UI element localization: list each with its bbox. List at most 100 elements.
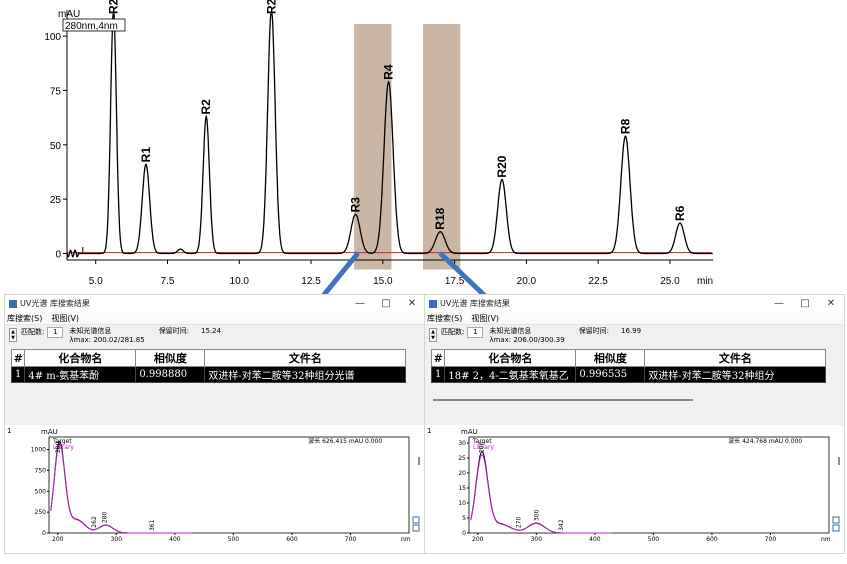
menu-library-search[interactable]: 库搜索(S) — [427, 313, 463, 323]
peak-labels: R21 R1 R2 R25 R3 R4 R18 R20 R8 R6 — [107, 0, 687, 230]
x-tick-label: 15.0 — [373, 276, 393, 287]
x-tick-label: 200 — [52, 536, 64, 543]
unknown-spectrum-info: 未知光谱信息 λmax: 206.00/300.39 — [489, 327, 564, 345]
x-tick-label: 25.0 — [660, 276, 680, 287]
unknown-label: 未知光谱信息 — [69, 327, 112, 335]
menu-library-search[interactable]: 库搜索(S) — [7, 313, 43, 323]
col-filename[interactable]: 文件名 — [644, 349, 827, 367]
row-filename: 双进样-对苯二胺等32种组分 — [644, 366, 827, 383]
highlight-bands — [354, 24, 461, 270]
y-tick-label: 250 — [35, 509, 47, 516]
col-similarity[interactable]: 相似度 — [575, 349, 646, 367]
y-tick-label: 15 — [458, 485, 466, 492]
maximize-button[interactable]: □ — [800, 298, 810, 309]
x-tick-label: 600 — [286, 536, 298, 543]
retention-time-value: 15.24 — [201, 327, 222, 335]
menu-view[interactable]: 视图(V) — [51, 313, 80, 323]
row-compound: 4# m-氨基苯酚 — [24, 366, 137, 383]
cursor-readout: 波长 626.415 mAU 0.000 — [308, 437, 382, 445]
y-axis-label: mAU — [58, 9, 80, 20]
y-tick-label: 500 — [35, 488, 47, 495]
menu-view[interactable]: 视图(V) — [471, 313, 500, 323]
result-table-area: # 化合物名 相似度 文件名 1 4# m-氨基苯酚 0.998880 双进样-… — [5, 349, 425, 421]
x-tick-label: 500 — [228, 536, 240, 543]
x-tick-label: 500 — [648, 536, 660, 543]
panel-index: 1 — [7, 427, 11, 435]
table-row[interactable]: 1 18# 2，4-二氨基苯氧基乙 0.996535 双进样-对苯二胺等32种组… — [430, 366, 827, 383]
x-axis-label: nm — [401, 536, 411, 543]
library-search-window-right: UV光谱 库搜索结果 — □ ✕ 库搜索(S) 视图(V) ▲ ▼ 匹配数: 1 … — [424, 294, 845, 554]
cursor-readout: 波长 424.768 mAU 0.000 — [728, 437, 802, 445]
close-button[interactable]: ✕ — [826, 298, 836, 309]
legend-target: Target — [52, 438, 72, 445]
col-similarity[interactable]: 相似度 — [135, 349, 206, 367]
x-tick-label: 12.5 — [301, 276, 321, 287]
info-bar: ▲ ▼ 匹配数: 1 未知光谱信息 λmax: 206.00/300.39 保留时间… — [425, 325, 844, 349]
match-count-value[interactable]: 1 — [467, 327, 484, 338]
zoom-in-icon[interactable] — [412, 516, 420, 524]
unknown-label: 未知光谱信息 — [489, 327, 532, 335]
menu-bar: 库搜索(S) 视图(V) — [5, 312, 425, 325]
peak-label-r18: R18 — [433, 207, 447, 229]
row-compound-index: 1 — [430, 366, 446, 383]
peak-label-r1: R1 — [139, 147, 153, 163]
result-table: # 化合物名 相似度 文件名 1 18# 2，4-二氨基苯氧基乙 0.99653… — [430, 349, 827, 383]
table-row[interactable]: 1 4# m-氨基苯酚 0.998880 双进样-对苯二胺等32种组分光谱 — [10, 366, 407, 383]
peak-label-r25: R25 — [264, 0, 278, 14]
y-tick-label: 0 — [462, 530, 466, 537]
legend-label: 280nm,4nm — [65, 21, 118, 32]
legend-target: Target — [472, 438, 492, 445]
match-count-label: 匹配数: — [21, 328, 45, 336]
retention-time-value: 16.99 — [621, 327, 642, 335]
info-bar: ▲ ▼ 匹配数: 1 未知光谱信息 λmax: 200.02/281.85 保留时间… — [5, 325, 425, 349]
zoom-out-icon[interactable] — [832, 524, 840, 532]
row-filename: 双进样-对苯二胺等32种组分光谱 — [204, 366, 407, 383]
result-table: # 化合物名 相似度 文件名 1 4# m-氨基苯酚 0.998880 双进样-… — [10, 349, 407, 383]
match-spinner[interactable]: ▲ ▼ — [9, 328, 17, 342]
marked-peak-200: 200 — [55, 441, 62, 453]
legend-library: Library — [53, 444, 74, 451]
x-tick-label: 400 — [169, 536, 181, 543]
legend-box — [62, 18, 126, 32]
col-compound[interactable]: 化合物名 — [444, 349, 577, 367]
spectrum-library — [470, 454, 613, 534]
chromatogram: 0 25 50 75 100 5.0 7.5 10.0 12.5 15.0 17.5 20.0 22.5… — [44, 0, 713, 300]
horizontal-scrollbar[interactable] — [433, 399, 693, 401]
x-tick-label: 17.5 — [445, 276, 465, 287]
chromatogram-trace — [66, 13, 713, 258]
app-icon — [429, 299, 437, 308]
maximize-button[interactable]: □ — [381, 298, 391, 309]
arrow-right — [438, 251, 493, 300]
col-index[interactable]: # — [430, 349, 446, 367]
x-tick-label: 300 — [531, 536, 543, 543]
close-button[interactable]: ✕ — [407, 298, 417, 309]
plot-frame — [468, 436, 830, 534]
app-icon — [9, 299, 17, 308]
y-tick-label: 750 — [35, 467, 47, 474]
result-table-area: # 化合物名 相似度 文件名 1 18# 2，4-二氨基苯氧基乙 0.99653… — [425, 349, 844, 421]
window-title: UV光谱 库搜索结果 — [440, 299, 510, 308]
minimize-button[interactable]: — — [355, 298, 365, 309]
table-header: # 化合物名 相似度 文件名 — [430, 349, 827, 367]
x-tick-label: 22.5 — [588, 276, 608, 287]
legend-library: Library — [473, 444, 494, 451]
col-filename[interactable]: 文件名 — [204, 349, 407, 367]
unknown-spectrum-info: 未知光谱信息 λmax: 200.02/281.85 — [69, 327, 144, 345]
y-tick-label: 25 — [50, 195, 62, 206]
chromatogram-axes: 0 25 50 75 100 5.0 7.5 10.0 12.5 15.0 17.5 20.0 22.5… — [44, 10, 713, 287]
zoom-in-icon[interactable] — [832, 516, 840, 524]
match-spinner[interactable]: ▲ ▼ — [429, 328, 437, 342]
x-tick-label: 700 — [765, 536, 777, 543]
col-index[interactable]: # — [10, 349, 26, 367]
match-count-value[interactable]: 1 — [47, 327, 64, 338]
row-similarity: 0.998880 — [135, 366, 206, 383]
marked-peak-361: 361 — [149, 519, 156, 531]
peak-label-r20: R20 — [495, 155, 509, 177]
x-axis-label: nm — [821, 536, 831, 543]
spectrum-panel: mAU nm 波长 424.768 mAU 0.000 0 5 10 15 20 25 30 200… — [425, 425, 844, 553]
zoom-out-icon[interactable] — [412, 524, 420, 532]
minimize-button[interactable]: — — [774, 298, 784, 309]
retention-time-label: 保留时间: — [578, 327, 610, 335]
highlight-band-1 — [354, 24, 392, 270]
col-compound[interactable]: 化合物名 — [24, 349, 137, 367]
